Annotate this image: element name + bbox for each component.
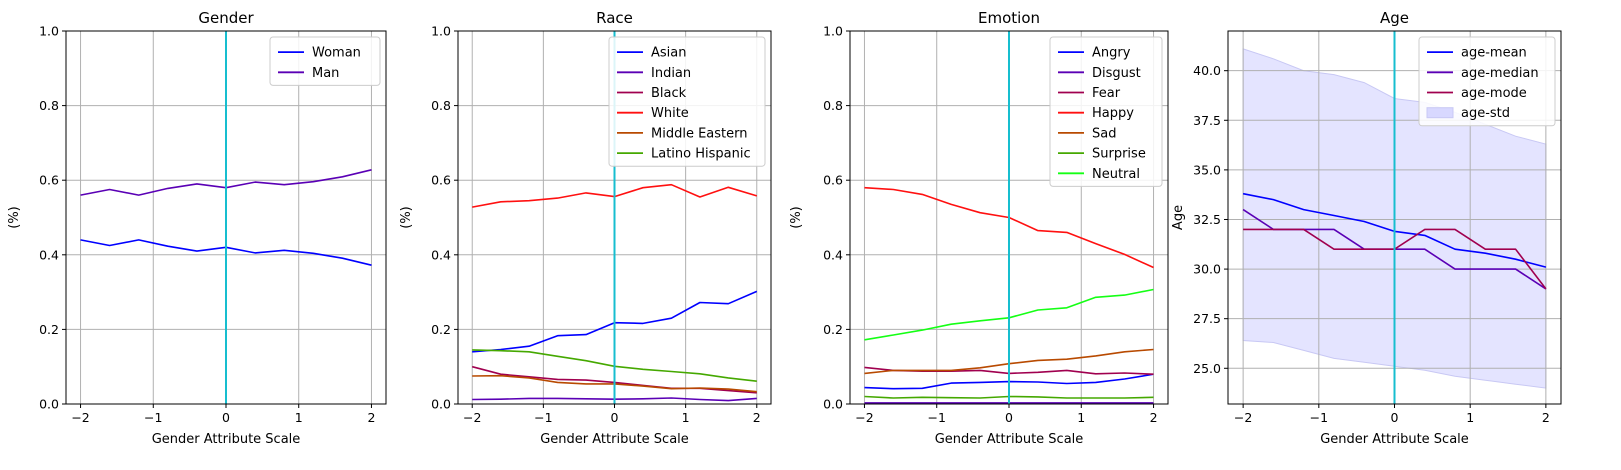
- y-axis-label: (%): [399, 206, 414, 229]
- y-tick-label: 0.6: [39, 173, 59, 188]
- y-tick-label: 1.0: [39, 24, 59, 39]
- age-chart: −2 −1 0 1 2 25.0 27.5 30.0 32.5 35.0 37.5 40.0 Age Ge…: [1171, 9, 1562, 447]
- legend-entry: Middle Eastern: [651, 126, 747, 141]
- chart-title: Race: [596, 9, 633, 27]
- x-tick-label: −2: [855, 410, 873, 425]
- legend-entry: Asian: [651, 46, 686, 61]
- x-tick-label: −1: [534, 410, 552, 425]
- chart-title: Age: [1380, 9, 1409, 27]
- legend-box: [608, 36, 766, 167]
- y-tick-label: 32.5: [1193, 212, 1221, 227]
- legend: age-mean age-median age-mode age-std: [1418, 36, 1556, 127]
- legend-entry: Surprise: [1092, 147, 1146, 162]
- legend-entry: Happy: [1092, 106, 1134, 121]
- y-tick-label: 1.0: [823, 24, 843, 39]
- legend-entry: Woman: [312, 46, 361, 61]
- x-axis-label: Gender Attribute Scale: [540, 432, 689, 447]
- legend-box: [269, 36, 381, 86]
- y-tick-label: 0.2: [39, 322, 59, 337]
- x-tick-label: 0: [611, 410, 619, 425]
- x-tick-label: −1: [1310, 410, 1328, 425]
- x-tick-label: 1: [1077, 410, 1085, 425]
- x-axis-label: Gender Attribute Scale: [152, 432, 301, 447]
- race-chart: −2 −1 0 1 2 0.0 0.2 0.4 0.6 0.8 1.0 Race Gender Attr…: [399, 9, 772, 447]
- legend: Woman Man: [269, 36, 381, 86]
- x-tick-label: 2: [1150, 410, 1158, 425]
- y-tick-label: 35.0: [1193, 162, 1221, 177]
- x-tick-label: 1: [1466, 410, 1474, 425]
- x-tick-label: 2: [753, 410, 761, 425]
- legend-entry: Neutral: [1092, 167, 1140, 182]
- legend-entry: Man: [312, 66, 339, 81]
- y-tick-label: 0.0: [39, 397, 59, 412]
- legend-entry: age-std: [1461, 106, 1510, 121]
- x-tick-label: 0: [222, 410, 230, 425]
- x-tick-label: 0: [1005, 410, 1013, 425]
- x-tick-label: 1: [295, 410, 303, 425]
- y-tick-label: 0.0: [431, 397, 451, 412]
- legend: Asian Indian Black White Middle Eastern Latin…: [608, 36, 766, 167]
- legend-box: [1418, 36, 1556, 127]
- y-tick-label: 0.4: [431, 247, 451, 262]
- legend-entry: age-mean: [1461, 46, 1527, 61]
- gender-chart: −2 −1 0 1 2 0.0 0.2 0.4 0.6 0.8 1.0 Gender Gender At…: [7, 9, 387, 447]
- x-tick-label: −1: [144, 410, 162, 425]
- legend-entry: Disgust: [1092, 66, 1141, 81]
- legend-entry: Latino Hispanic: [651, 147, 751, 162]
- chart-title: Emotion: [978, 9, 1040, 27]
- y-tick-label: 0.2: [431, 322, 451, 337]
- x-axis-label: Gender Attribute Scale: [935, 432, 1084, 447]
- emotion-chart: −2 −1 0 1 2 0.0 0.2 0.4 0.6 0.8 1.0 Emotion Gender A…: [789, 9, 1169, 447]
- x-axis-label: Gender Attribute Scale: [1320, 432, 1469, 447]
- x-tick-label: 2: [1542, 410, 1550, 425]
- y-tick-label: 25.0: [1193, 361, 1221, 376]
- legend-entry: White: [651, 106, 689, 121]
- legend-entry: Angry: [1092, 46, 1131, 61]
- y-axis-label: (%): [789, 206, 804, 229]
- x-tick-label: 0: [1391, 410, 1399, 425]
- y-axis-label: Age: [1171, 205, 1186, 230]
- y-tick-label: 0.6: [431, 173, 451, 188]
- x-tick-label: −2: [1234, 410, 1252, 425]
- y-tick-label: 0.4: [823, 247, 843, 262]
- y-tick-label: 0.8: [431, 98, 451, 113]
- y-tick-label: 0.8: [39, 98, 59, 113]
- legend-entry: age-median: [1461, 66, 1539, 81]
- y-tick-label: 1.0: [431, 24, 451, 39]
- x-tick-label: 1: [682, 410, 690, 425]
- chart-title: Gender: [198, 9, 254, 27]
- y-tick-label: 40.0: [1193, 63, 1221, 78]
- y-tick-label: 0.4: [39, 247, 59, 262]
- x-tick-label: −2: [463, 410, 481, 425]
- y-tick-label: 0.6: [823, 173, 843, 188]
- legend-entry: Sad: [1092, 126, 1116, 141]
- y-tick-label: 0.8: [823, 98, 843, 113]
- legend-entry: Fear: [1092, 86, 1121, 101]
- legend: Angry Disgust Fear Happy Sad Surprise Neutral: [1049, 36, 1163, 187]
- legend-swatch: [1426, 107, 1454, 119]
- y-tick-label: 0.2: [823, 322, 843, 337]
- y-tick-label: 27.5: [1193, 311, 1221, 326]
- y-tick-label: 30.0: [1193, 262, 1221, 277]
- y-axis-label: (%): [7, 206, 22, 229]
- x-tick-label: 2: [367, 410, 375, 425]
- x-tick-label: −1: [928, 410, 946, 425]
- legend-box: [1049, 36, 1163, 187]
- y-tick-label: 37.5: [1193, 113, 1221, 128]
- legend-entry: age-mode: [1461, 86, 1527, 101]
- legend-entry: Black: [651, 86, 687, 101]
- y-tick-label: 0.0: [823, 397, 843, 412]
- legend-entry: Indian: [651, 66, 691, 81]
- x-tick-label: −2: [71, 410, 89, 425]
